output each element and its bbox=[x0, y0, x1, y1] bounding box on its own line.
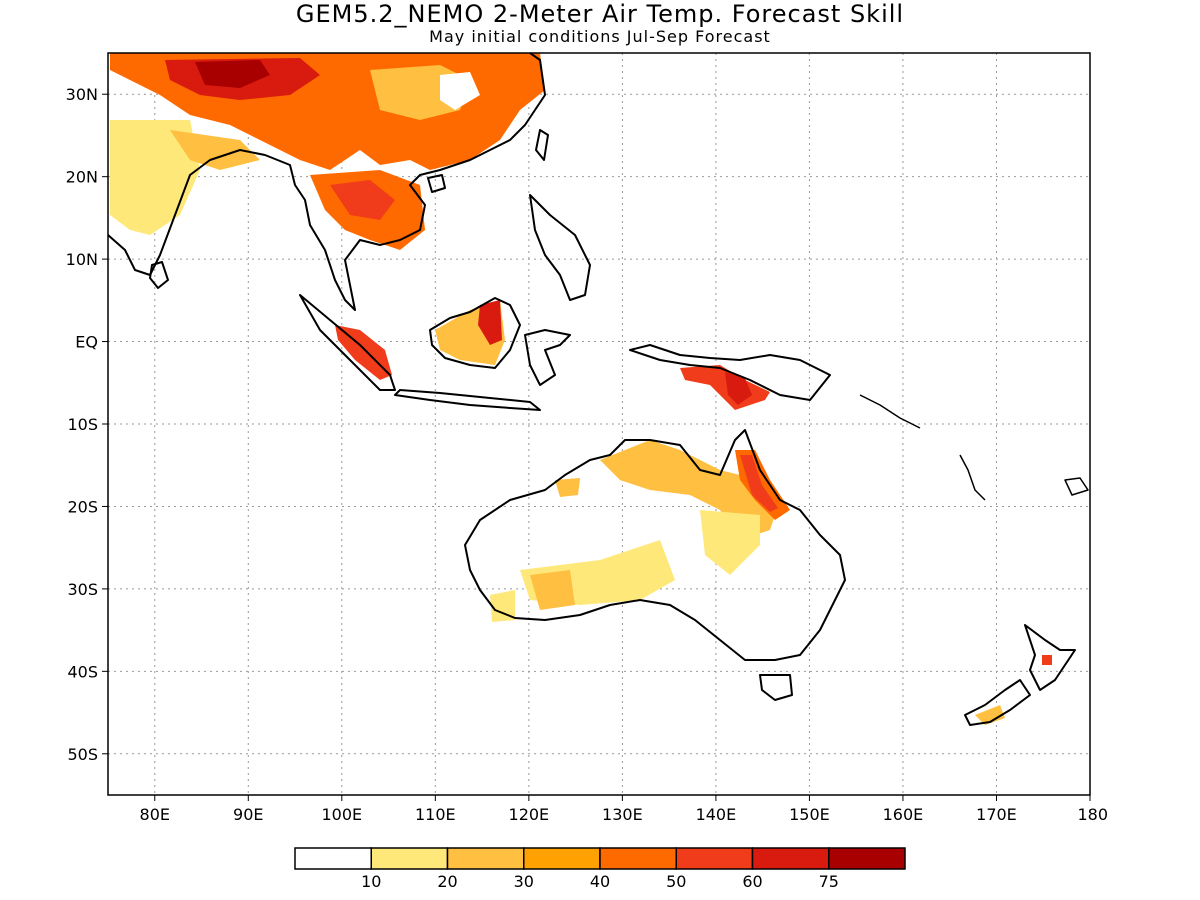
color-legend: 10 20 30 40 50 60 75 bbox=[294, 847, 906, 891]
coast-java bbox=[394, 389, 541, 411]
coastlines bbox=[107, 52, 1089, 726]
lat-label: 20N bbox=[66, 168, 98, 187]
lat-labels: 30N 20N 10N EQ 10S 20S 30S 40S 50S bbox=[66, 85, 98, 764]
skill-region-indochina-red bbox=[330, 180, 395, 220]
coast-taiwan bbox=[535, 129, 549, 161]
skill-region-borneo-red bbox=[478, 300, 502, 345]
plot-frame bbox=[107, 52, 1091, 796]
lon-label: 90E bbox=[233, 805, 263, 824]
coast-new-guinea bbox=[629, 344, 831, 401]
lon-label: 120E bbox=[509, 805, 550, 824]
skill-region-cape-york-red bbox=[740, 455, 778, 512]
skill-region-sw-australia bbox=[530, 570, 575, 610]
skill-region-nz-south bbox=[975, 705, 1005, 725]
coast-tasmania bbox=[759, 674, 793, 701]
legend-label: 10 bbox=[361, 872, 381, 891]
legend-swatch bbox=[370, 847, 449, 870]
skill-region-tibet-core bbox=[195, 60, 270, 88]
lon-label: 140E bbox=[696, 805, 737, 824]
coast-nz-north bbox=[1024, 624, 1076, 691]
graticule bbox=[102, 53, 1091, 801]
legend-swatch bbox=[599, 847, 677, 870]
legend-swatch bbox=[751, 847, 830, 870]
lon-label: 180 bbox=[1077, 805, 1108, 824]
legend-swatch bbox=[828, 847, 906, 870]
skill-region-china-white bbox=[440, 72, 480, 110]
coast-australia bbox=[464, 429, 846, 661]
legend-swatch bbox=[446, 847, 525, 870]
legend-label: 40 bbox=[590, 872, 610, 891]
skill-shading bbox=[110, 53, 1052, 725]
legend-label: 75 bbox=[819, 872, 839, 891]
chart-subtitle: May initial conditions Jul-Sep Forecast bbox=[429, 27, 771, 46]
skill-region-sumatra bbox=[335, 325, 392, 380]
lat-label: 20S bbox=[67, 497, 98, 516]
lon-label: 100E bbox=[321, 805, 362, 824]
coast-hainan bbox=[427, 174, 446, 193]
lon-label: 150E bbox=[789, 805, 830, 824]
skill-region-far-sw bbox=[490, 590, 515, 622]
legend-label: 60 bbox=[742, 872, 762, 891]
legend-label: 20 bbox=[437, 872, 457, 891]
coast-solomons bbox=[859, 394, 921, 429]
legend-label: 30 bbox=[514, 872, 534, 891]
lat-label: 40S bbox=[67, 662, 98, 681]
legend-swatch bbox=[294, 847, 372, 870]
lon-label: 110E bbox=[415, 805, 456, 824]
legend-swatch bbox=[675, 847, 754, 870]
chart-title: GEM5.2_NEMO 2-Meter Air Temp. Forecast S… bbox=[295, 0, 905, 28]
coast-borneo bbox=[429, 297, 521, 369]
legend-label: 50 bbox=[666, 872, 686, 891]
lat-label: 30S bbox=[67, 580, 98, 599]
lat-label: 10N bbox=[66, 250, 98, 269]
lon-label: 130E bbox=[602, 805, 643, 824]
coast-vanuatu bbox=[959, 454, 986, 501]
lon-label: 160E bbox=[883, 805, 924, 824]
skill-region-nz-north bbox=[1042, 655, 1052, 665]
coast-sumatra bbox=[299, 294, 396, 391]
lat-label: 30N bbox=[66, 85, 98, 104]
skill-region-east-australia bbox=[700, 510, 760, 575]
skill-region-nw-australia bbox=[555, 478, 580, 497]
coast-nz-south bbox=[964, 679, 1031, 726]
lon-label: 80E bbox=[140, 805, 170, 824]
lon-labels: 80E 90E 100E 110E 120E 130E 140E 150E 160E 170E 18… bbox=[140, 805, 1108, 824]
legend-swatch bbox=[523, 847, 601, 870]
coast-philippines bbox=[529, 194, 591, 301]
skill-region-new-guinea-dark bbox=[725, 372, 752, 405]
coast-asia bbox=[107, 52, 546, 311]
lat-label: 10S bbox=[67, 415, 98, 434]
coast-sulawesi bbox=[524, 329, 571, 386]
coast-sri-lanka bbox=[149, 261, 169, 289]
lat-label: 50S bbox=[67, 745, 98, 764]
coast-fiji bbox=[1064, 477, 1089, 496]
lon-label: 170E bbox=[976, 805, 1017, 824]
lat-label: EQ bbox=[75, 333, 98, 352]
skill-region-india-north bbox=[170, 130, 260, 170]
skill-region-new-guinea bbox=[680, 365, 770, 410]
